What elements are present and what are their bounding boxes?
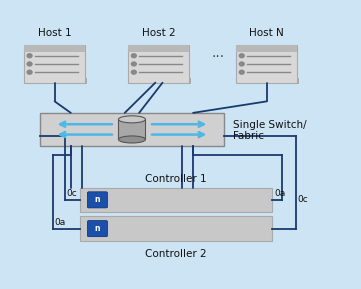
Circle shape (131, 70, 136, 74)
Bar (80, 188, 272, 192)
Text: Controller 1: Controller 1 (145, 174, 206, 184)
Circle shape (131, 54, 136, 58)
Circle shape (239, 70, 244, 74)
Text: ···: ··· (212, 50, 225, 64)
FancyBboxPatch shape (40, 113, 224, 146)
FancyBboxPatch shape (129, 45, 190, 52)
FancyBboxPatch shape (238, 79, 299, 84)
Ellipse shape (118, 136, 145, 143)
FancyBboxPatch shape (80, 188, 272, 212)
Text: Controller 2: Controller 2 (145, 249, 206, 259)
Text: 0c: 0c (297, 195, 308, 204)
Bar (80, 216, 272, 221)
Circle shape (27, 70, 32, 74)
Circle shape (239, 54, 244, 58)
FancyBboxPatch shape (236, 45, 297, 83)
FancyBboxPatch shape (24, 45, 85, 83)
Text: 0a: 0a (274, 189, 285, 199)
Text: 0a: 0a (54, 218, 65, 227)
Text: Host N: Host N (249, 28, 284, 38)
FancyBboxPatch shape (24, 45, 85, 52)
Circle shape (239, 62, 244, 66)
FancyBboxPatch shape (87, 192, 108, 208)
Circle shape (27, 54, 32, 58)
Text: 0c: 0c (66, 189, 77, 199)
Text: n: n (95, 224, 100, 233)
FancyBboxPatch shape (87, 221, 108, 237)
FancyBboxPatch shape (80, 216, 272, 241)
Text: n: n (95, 195, 100, 204)
Circle shape (131, 62, 136, 66)
FancyBboxPatch shape (26, 79, 87, 84)
FancyBboxPatch shape (130, 79, 191, 84)
Text: Host 1: Host 1 (38, 28, 71, 38)
Bar (118, 119, 145, 140)
Circle shape (27, 62, 32, 66)
Ellipse shape (118, 116, 145, 123)
Text: Single Switch/
Fabric: Single Switch/ Fabric (232, 120, 306, 142)
FancyBboxPatch shape (236, 45, 297, 52)
FancyBboxPatch shape (129, 45, 190, 83)
Text: Host 2: Host 2 (142, 28, 176, 38)
